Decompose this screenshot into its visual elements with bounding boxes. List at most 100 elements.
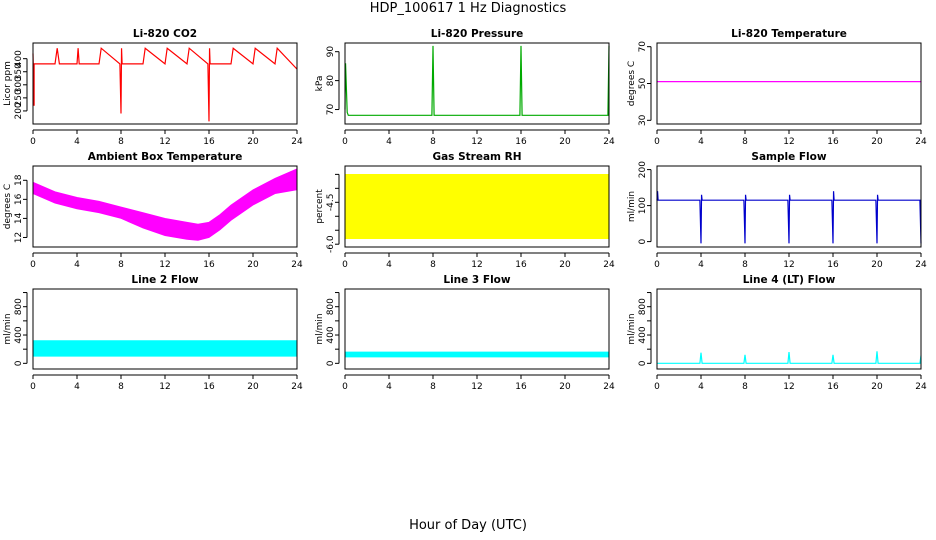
x-tick-label: 16 [203,137,215,147]
x-tick-label: 4 [698,137,704,147]
x-tick-label: 4 [74,382,80,392]
series-band [344,173,610,240]
panel-title: Line 2 Flow [131,274,198,286]
x-tick-label: 0 [654,382,660,392]
y-tick-label: 0 [326,360,336,366]
panel-title: Li-820 Pressure [431,28,524,40]
panel-3: Ambient Box Temperature degrees C 0 4 8 12 16 2… [3,151,303,270]
x-tick-label: 4 [698,382,704,392]
x-tick-label: 20 [871,382,883,392]
x-tick-label: 12 [159,382,170,392]
plot-frame [344,288,610,370]
panel-1: Li-820 Pressure kPa 0 4 8 12 16 20 24 70 80 90 [315,28,615,147]
y-tick-label: 16 [14,193,24,205]
x-tick-label: 24 [291,137,303,147]
plot-frame [344,42,610,125]
x-tick-label: 8 [742,382,748,392]
panel-title: Ambient Box Temperature [88,151,243,163]
series-band [32,340,298,357]
x-tick-label: 24 [603,260,615,270]
y-tick-label: -6.0 [326,235,336,253]
y-tick-label: 80 [326,75,336,87]
x-tick-label: 24 [915,260,927,270]
panel-title: Gas Stream RH [432,151,521,163]
x-tick-label: 0 [30,382,36,392]
x-tick-label: 4 [698,260,704,270]
x-tick-label: 16 [515,137,527,147]
y-axis-label: Licor ppm [3,61,13,106]
plot-frame [32,42,298,125]
x-tick-label: 12 [471,382,482,392]
x-tick-label: 4 [74,260,80,270]
x-tick-label: 8 [118,382,124,392]
x-tick-label: 16 [203,382,215,392]
panel-0: Li-820 CO2 Licor ppm 0 4 8 12 16 20 24 2002503003… [3,28,303,147]
x-tick-label: 12 [783,260,794,270]
x-tick-label: 8 [742,137,748,147]
y-axis-label: kPa [315,76,325,92]
y-tick-label: 70 [326,104,336,116]
y-tick-label: 400 [638,326,648,343]
x-tick-label: 4 [386,137,392,147]
series-line [657,351,922,364]
x-tick-label: 24 [291,260,303,270]
panel-8: Line 4 (LT) Flow ml/min 0 4 8 12 16 20 24 0 400 800 [627,274,927,392]
y-tick-label: 18 [14,174,24,186]
y-axis-label: ml/min [3,313,13,344]
y-tick-label: 90 [326,46,336,58]
y-tick-label: 30 [638,114,648,126]
x-tick-label: 24 [915,137,927,147]
y-tick-label: 200 [638,161,648,178]
y-tick-label: -4.5 [326,194,336,212]
y-axis-label: ml/min [315,313,325,344]
x-tick-label: 0 [30,137,36,147]
panel-6: Line 2 Flow ml/min 0 4 8 12 16 20 24 0 400 800 [3,274,303,392]
x-tick-label: 12 [783,137,794,147]
x-tick-label: 24 [915,382,927,392]
x-tick-label: 8 [118,137,124,147]
x-axis-caption: Hour of Day (UTC) [409,518,527,533]
figure-title: HDP_100617 1 Hz Diagnostics [369,1,567,16]
y-axis-label: degrees C [627,61,637,106]
x-tick-label: 8 [430,382,436,392]
x-tick-label: 0 [342,260,348,270]
x-tick-label: 16 [827,260,839,270]
panel-title: Li-820 CO2 [133,28,197,40]
x-tick-label: 24 [291,382,303,392]
y-tick-label: 100 [638,197,648,214]
series-line [656,191,922,244]
y-tick-label: 250 [14,89,24,106]
y-tick-label: 800 [326,298,336,315]
panel-7: Line 3 Flow ml/min 0 4 8 12 16 20 24 0 400 800 [315,274,615,392]
x-tick-label: 20 [247,137,259,147]
y-tick-label: 70 [638,41,648,53]
plot-frame [656,288,922,370]
x-tick-label: 4 [74,137,80,147]
y-tick-label: 400 [14,326,24,343]
x-tick-label: 8 [430,137,436,147]
y-tick-label: 14 [14,212,24,224]
x-tick-label: 0 [654,137,660,147]
x-tick-label: 24 [603,382,615,392]
x-tick-label: 12 [471,260,482,270]
panel-title: Li-820 Temperature [731,28,847,40]
x-tick-label: 20 [559,382,571,392]
series-line [32,46,298,122]
x-tick-label: 4 [386,382,392,392]
x-tick-label: 20 [559,137,571,147]
y-tick-label: 800 [638,298,648,315]
panel-2: Li-820 Temperature degrees C 0 4 8 12 16 20 24 30… [627,28,927,147]
x-tick-label: 12 [471,137,482,147]
y-tick-label: 400 [14,50,24,67]
x-tick-label: 12 [159,260,170,270]
plot-frame [656,42,922,125]
x-tick-label: 20 [247,382,259,392]
x-tick-label: 0 [654,260,660,270]
y-tick-label: 400 [326,326,336,343]
panel-title: Line 3 Flow [443,274,510,286]
y-tick-label: 12 [14,232,24,243]
x-tick-label: 16 [827,382,839,392]
plot-frame [32,288,298,370]
y-axis-label: ml/min [627,191,637,222]
